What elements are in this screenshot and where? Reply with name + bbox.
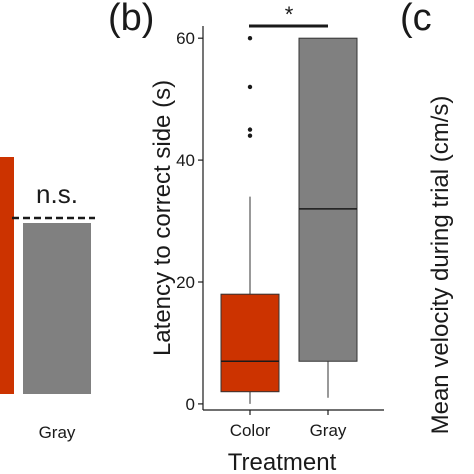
panel-label-c: (c <box>400 0 432 39</box>
x-tick-label-gray: Gray <box>310 421 347 440</box>
box-gray <box>298 37 358 362</box>
outlier-point-color <box>247 35 253 41</box>
panel-a: n.s. Gray <box>0 157 95 442</box>
outlier-point-color <box>247 127 253 132</box>
outlier-point-color <box>247 133 253 138</box>
bar-color-a <box>0 157 14 394</box>
significance-star: * <box>285 2 294 27</box>
y-tick-label: 40 <box>176 151 195 170</box>
bar-gray-a <box>23 223 91 394</box>
y-tick-label: 60 <box>176 29 195 48</box>
x-tick-label-gray-a: Gray <box>39 423 76 442</box>
ns-label: n.s. <box>36 179 78 209</box>
y-tick-label: 20 <box>176 273 195 292</box>
panel-b: (b) * 0 20 40 60 Color Gray Latency to corre… <box>108 0 384 474</box>
box-series <box>220 35 358 404</box>
panel-c: (c Mean velocity during trial (cm/s) <box>400 0 454 434</box>
box-color <box>220 293 280 393</box>
x-tick-label-color: Color <box>230 421 271 440</box>
outlier-point-color <box>247 84 253 90</box>
y-axis-ticks: 0 20 40 60 <box>176 29 203 414</box>
y-axis-title-b: Latency to correct side (s) <box>149 80 176 356</box>
x-axis-title-b: Treatment <box>228 449 337 474</box>
panel-label-b: (b) <box>108 0 154 39</box>
x-axis-ticks: Color Gray <box>230 410 347 440</box>
y-axis-title-c: Mean velocity during trial (cm/s) <box>427 96 454 435</box>
y-tick-label: 0 <box>186 395 195 414</box>
